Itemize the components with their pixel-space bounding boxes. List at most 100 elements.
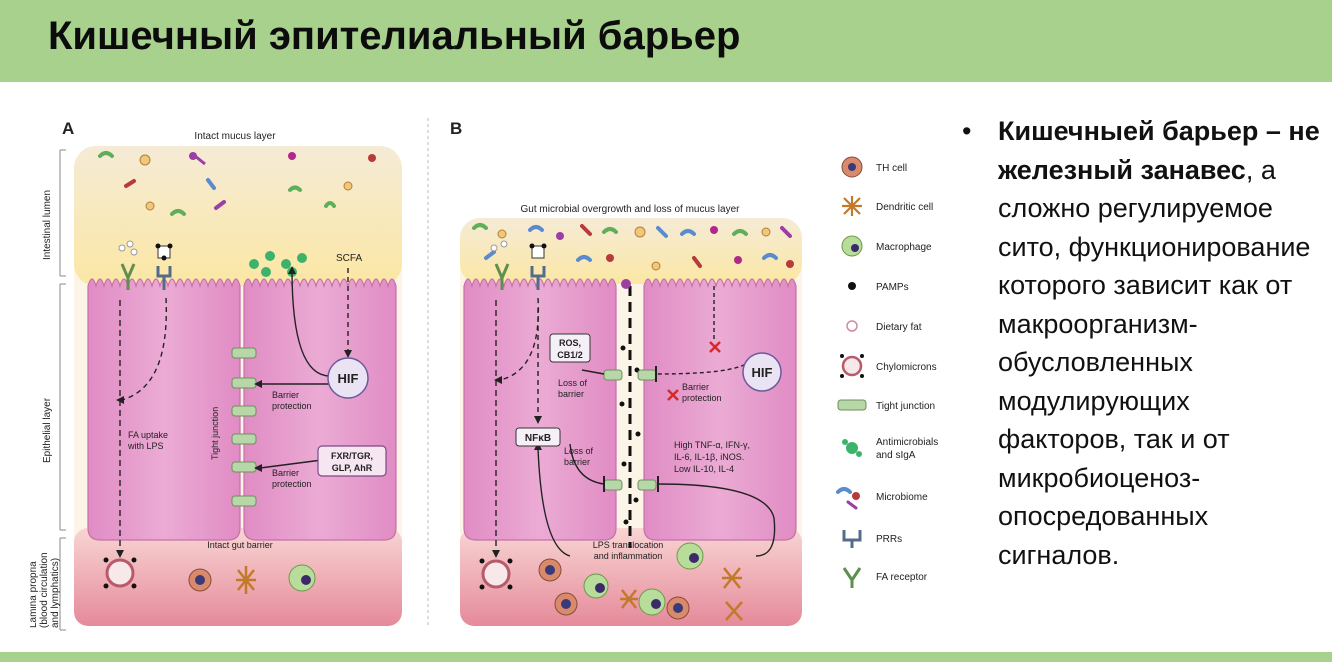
panel-b-mucus-layer: [460, 218, 802, 284]
panel-a-prr: [155, 243, 173, 290]
ros-line2: CB1/2: [557, 350, 583, 360]
panel-b-fa-receptor: [490, 240, 510, 290]
legend-label-prrs: PRRs: [876, 534, 902, 545]
panel-b-hif-node: [742, 352, 782, 392]
zone-bracket-epithelial: [59, 283, 66, 531]
panel-b-chylomicron: [479, 558, 513, 590]
prr-icon: [842, 530, 862, 548]
zone-lamina-label-2: (blood circulation: [39, 552, 50, 628]
legend-label-th-cell: TH cell: [876, 163, 907, 174]
cytokines-line3: Low IL-10, IL-4: [674, 464, 734, 474]
panel-a-mucus-layer: [74, 146, 402, 286]
scfa-label: SCFA: [336, 253, 362, 264]
legend-label-tight-junction: Tight junction: [876, 401, 935, 412]
chylomicron-icon: [840, 354, 864, 378]
zone-lamina-label-3: and lymphatics): [50, 558, 61, 628]
panel-b-loss-2-line2: barrier: [564, 457, 590, 467]
fa-receptor-icon: [842, 567, 862, 588]
bullet-bold-text: Кишечныей барьер – не железный занавес: [998, 116, 1320, 185]
panel-b-microbes: [472, 223, 794, 289]
panel-b-arrows: [495, 286, 776, 557]
panel-a-letter: A: [62, 119, 74, 138]
panel-a-mucus-label: Intact mucus layer: [194, 131, 276, 142]
lps-line2: and inflammation: [594, 551, 663, 561]
title-bar: Кишечный эпителиальный барьер: [0, 0, 1332, 82]
panel-a-fa-receptor: [118, 240, 138, 290]
cytokines-line1: High TNF-α, IFN-γ,: [674, 440, 750, 450]
panel-b-inhibition-bars: [603, 366, 659, 492]
legend-label-chylomicrons: Chylomicrons: [876, 362, 937, 373]
panel-a-chylomicron: [103, 557, 137, 589]
cytokines-line2: IL-6, IL-1β, iNOS.: [674, 452, 744, 462]
nfkb-label: NFκB: [525, 433, 551, 444]
panel-a-th-cell: [188, 568, 212, 592]
panel-b-prr: [529, 243, 547, 290]
panel-a-antimicrobials: [249, 251, 307, 277]
legend-label-dendritic-cell: Dendritic cell: [876, 202, 933, 213]
panel-a-arrowheads: [116, 266, 352, 558]
tight-junction-label: Tight junction: [210, 407, 220, 460]
legend: TH cell Dendritic cell Macrophage PAMPs …: [836, 156, 938, 588]
panel-b-gap-pamps: [619, 345, 641, 525]
panel-a-dendritic-cell: [236, 566, 256, 594]
intact-barrier-label: Intact gut barrier: [207, 540, 273, 550]
fxr-line1: FXR/TGR,: [331, 451, 373, 461]
ros-line1: ROS,: [559, 338, 581, 348]
lps-line1: LPS translocation: [593, 540, 664, 550]
tight-junction-icon: [837, 399, 867, 411]
legend-label-fa-receptor: FA receptor: [876, 572, 928, 583]
panel-a-barrier-2-line1: Barrier: [272, 468, 299, 478]
panel-a-cell-left: [87, 278, 241, 541]
legend-label-pamps: PAMPs: [876, 282, 909, 293]
legend-label-dietary-fat: Dietary fat: [876, 322, 922, 333]
legend-label-antimicrobials-2: and sIgA: [876, 450, 916, 461]
ros-box: [549, 333, 591, 363]
panel-b-block-marks: [667, 341, 721, 401]
panel-b-tight-junctions: [603, 369, 657, 491]
panel-b-barrier-line2: protection: [682, 393, 722, 403]
panel-b-cell-right: [643, 278, 797, 541]
legend-label-macrophage: Macrophage: [876, 242, 932, 253]
zone-bracket-lumen: [59, 149, 66, 277]
bullet-list: • Кишечныей барьер – не железный занавес…: [962, 112, 1322, 574]
panel-a-macrophage: [288, 564, 316, 592]
dendritic-cell-icon: [842, 196, 862, 216]
legend-label-antimicrobials: Antimicrobials: [876, 437, 938, 448]
macrophage-icon: [841, 235, 863, 257]
zone-lumen-label: Intestinal lumen: [42, 190, 53, 260]
panel-b-loss-1-line1: Loss of: [558, 378, 588, 388]
panel-a-hif-node: [327, 357, 369, 399]
zone-bracket-lamina: [59, 537, 66, 631]
panel-a-microbes: [98, 151, 376, 216]
fa-uptake-line1: FA uptake: [128, 430, 168, 440]
nfkb-box: [515, 427, 561, 447]
zone-lamina-label-1: Lamina propria: [30, 561, 39, 628]
th-cell-icon: [841, 156, 863, 178]
microbiome-icon: [836, 487, 860, 510]
fa-uptake-line2: with LPS: [127, 441, 164, 451]
panel-b-overgrowth-label: Gut microbial overgrowth and loss of muc…: [521, 204, 741, 215]
panel-a-arrows: [119, 268, 349, 552]
bullet-text: Кишечныей барьер – не железный занавес, …: [998, 116, 1320, 570]
bullet-item: • Кишечныей барьер – не железный занавес…: [962, 112, 1322, 574]
legend-label-microbiome: Microbiome: [876, 492, 928, 503]
bullet-rest-text: , а сложно регулируемое сито, функционир…: [998, 154, 1311, 570]
panel-b-lamina-propria: [460, 528, 802, 626]
panel-a-cell-right: [243, 278, 397, 541]
panel-b-letter: B: [450, 119, 462, 138]
antimicrobials-icon: [842, 439, 862, 457]
panel-a-barrier-1-line1: Barrier: [272, 390, 299, 400]
panel-b-cell-left: [463, 278, 617, 541]
panel-a-tight-junctions: [231, 347, 257, 507]
pamps-icon: [848, 282, 856, 290]
dietary-fat-icon: [846, 320, 858, 332]
panel-b-immune-cells: [538, 542, 743, 621]
panel-b-loss-1-line2: barrier: [558, 389, 584, 399]
barrier-figure: A Intact mucus layer Intestinal lumen Ep…: [30, 108, 960, 638]
panel-a-barrier-1-line2: protection: [272, 401, 312, 411]
slide-title: Кишечный эпителиальный барьер: [48, 14, 741, 58]
panel-b-barrier-line1: Barrier: [682, 382, 709, 392]
panel-a-hif-label: HIF: [338, 371, 359, 386]
bullet-marker: •: [962, 116, 972, 146]
zone-epithelial-label: Epithelial layer: [42, 397, 53, 463]
